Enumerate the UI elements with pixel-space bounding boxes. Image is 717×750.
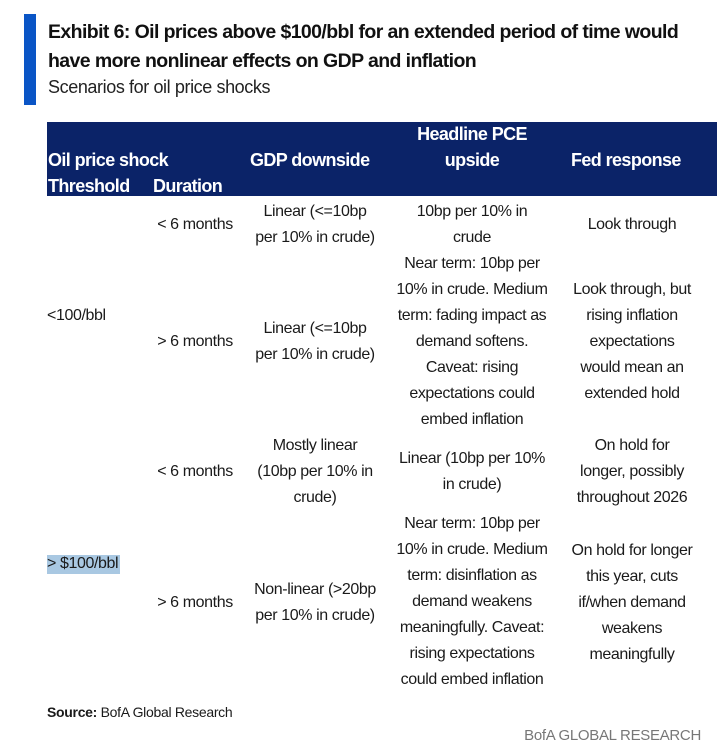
header-oil-price-shock: Oil price shock: [48, 150, 169, 170]
exhibit-title: Exhibit 6: Oil prices above $100/bbl for…: [48, 21, 679, 72]
source-label: Source:: [47, 704, 98, 720]
row3-pce: Linear (10bp per 10% in crude): [399, 450, 545, 493]
row4-pce: Near term: 10bp per 10% in crude. Medium…: [396, 515, 548, 688]
header-duration: Duration: [153, 176, 223, 196]
brand-watermark: BofA GLOBAL RESEARCH: [524, 727, 701, 744]
accent-bar: [24, 14, 36, 105]
row1-fed: Look through: [587, 216, 677, 233]
header-gdp-downside: GDP downside: [250, 150, 370, 170]
row3-gdp: Mostly linear (10bp per 10% in crude): [257, 437, 373, 506]
row4-duration: > 6 months: [157, 594, 233, 611]
row3-duration: < 6 months: [157, 463, 233, 480]
row4-gdp: Non-linear (>20bp per 10% in crude): [254, 581, 376, 624]
row3-fed: On hold for longer, possibly throughout …: [576, 437, 688, 506]
row1-pce: 10bp per 10% in crude: [416, 203, 528, 246]
header-fed-response: Fed response: [571, 150, 681, 170]
source-text: BofA Global Research: [97, 704, 233, 720]
row2-pce: Near term: 10bp per 10% in crude. Medium…: [396, 255, 548, 428]
row1-duration: < 6 months: [157, 216, 233, 233]
row2-duration: > 6 months: [157, 333, 233, 350]
row2-fed: Look through, but rising inflation expec…: [573, 281, 691, 402]
source-note: Source: BofA Global Research: [47, 704, 233, 720]
table-header: [47, 122, 717, 196]
exhibit-subtitle: Scenarios for oil price shocks: [48, 77, 271, 97]
threshold-below-100: <100/bbl: [47, 307, 106, 324]
header-pce-upside: Headline PCE upside: [417, 124, 527, 170]
row1-gdp: Linear (<=10bp per 10% in crude): [255, 203, 375, 246]
row4-fed: On hold for longer this year, cuts if/wh…: [571, 542, 693, 663]
row2-gdp: Linear (<=10bp per 10% in crude): [255, 320, 375, 363]
header-threshold: Threshold: [48, 176, 130, 196]
threshold-above-100-highlighted: > $100/bbl: [47, 555, 121, 574]
